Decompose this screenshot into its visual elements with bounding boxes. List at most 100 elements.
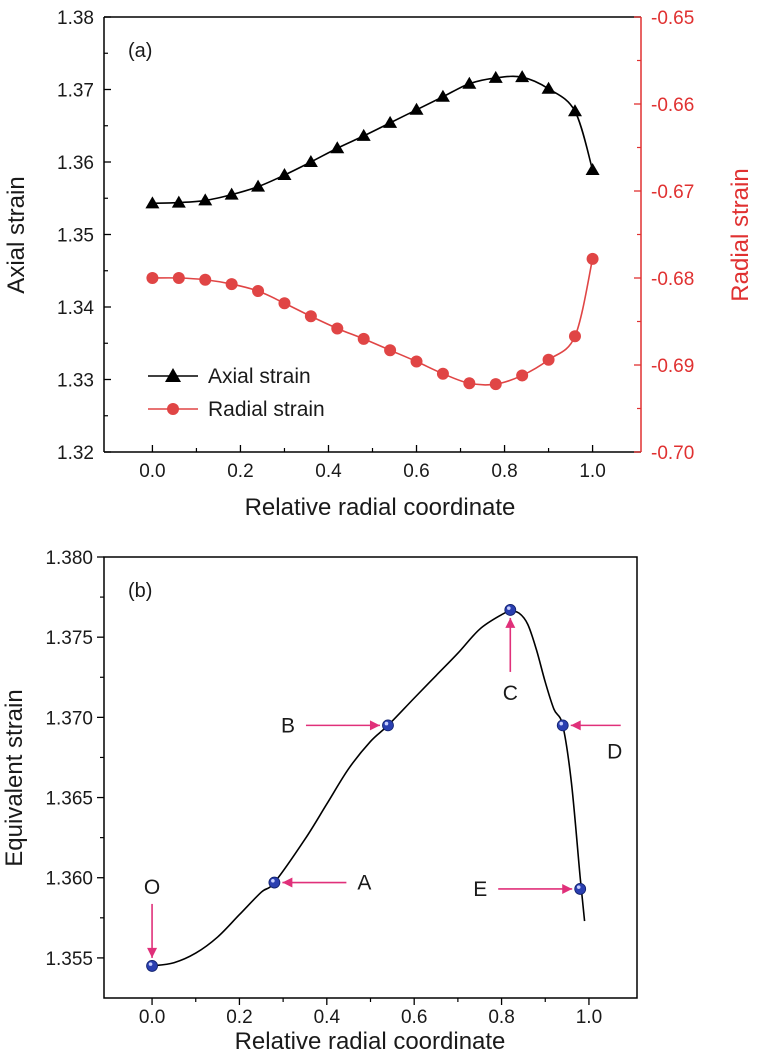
y-tick-label-a: 1.37 [57, 81, 94, 102]
y-tick-label-b: 1.375 [45, 628, 93, 649]
y-right-axis-title-a: Radial strain [727, 168, 754, 301]
series-line-axial-strain [152, 75, 594, 205]
data-point-axial-strain [515, 70, 530, 83]
annotation-label-o: O [144, 876, 160, 899]
y-tick-label-b: 1.370 [45, 708, 93, 729]
legend-label-radial: Radial strain [208, 398, 325, 421]
y-tick-label-b: 1.360 [45, 869, 93, 890]
x-tick-label-a: 0.0 [139, 461, 165, 482]
y-axis-title-a: Axial strain [3, 176, 30, 293]
y-tick-label-b: 1.355 [45, 949, 93, 970]
annotation-arrow-head [505, 617, 516, 628]
panel-label-b: (b) [128, 580, 152, 602]
annotation-point-c [504, 604, 517, 616]
annotation-point-d [556, 719, 569, 732]
data-point-radial-strain [278, 297, 291, 310]
annotation-label-d: D [607, 740, 622, 763]
data-point-radial-strain [146, 272, 159, 284]
annotations-b: O A B C D E [144, 604, 622, 972]
annotation-arrow-head [570, 720, 581, 731]
annotation-label-e: E [473, 878, 487, 901]
y-axis-title-b: Equivalent strain [1, 689, 28, 866]
data-point-radial-strain [199, 273, 212, 286]
x-tick-label-b: 0.2 [226, 1007, 252, 1028]
legend-marker-axial [165, 368, 181, 382]
data-point-radial-strain [489, 378, 502, 391]
data-point-axial-strain [303, 155, 318, 167]
data-point-radial-strain [586, 252, 599, 265]
x-tick-label-b: 0.4 [314, 1007, 341, 1028]
y-tick-label-a: 1.33 [57, 371, 94, 392]
y-tick-label-a: 1.35 [57, 226, 94, 247]
panel-a: 0.0 0.2 0.4 0.6 0.8 1.0 1.32 1.33 1.34 1.35 1.36 1.… [3, 8, 754, 521]
data-point-radial-strain [172, 272, 185, 284]
y-right-tick-label-a: -0.65 [651, 8, 694, 29]
panel-label-a: (a) [128, 40, 152, 62]
annotation-arrow-head [282, 877, 293, 888]
data-point-axial-strain [251, 179, 266, 192]
panel-b: 0.0 0.2 0.4 0.6 0.8 1.0 1.355 1.360 1.365 1.370 1.… [1, 548, 638, 1055]
annotation-arrow-head [147, 947, 158, 958]
y-right-tick-label-a: -0.69 [651, 356, 694, 377]
data-point-axial-strain [541, 81, 556, 94]
y-tick-label-b: 1.380 [45, 548, 93, 569]
data-point-axial-strain [224, 187, 239, 200]
data-point-radial-strain [516, 369, 529, 382]
data-point-radial-strain [410, 355, 423, 368]
x-tick-label-b: 0.0 [139, 1007, 165, 1028]
ticks-b: 0.0 0.2 0.4 0.6 0.8 1.0 1.355 1.360 1.365 1.370 1.… [45, 548, 602, 1028]
annotation-label-b: B [281, 714, 295, 737]
data-point-radial-strain [542, 353, 555, 366]
series-line-equivalent-strain [151, 610, 586, 967]
y-right-tick-label-a: -0.68 [651, 269, 694, 290]
data-point-radial-strain [304, 310, 317, 323]
annotation-arrow-head [369, 720, 380, 731]
y-tick-label-a: 1.34 [57, 298, 94, 319]
data-point-axial-strain [435, 89, 450, 102]
annotation-point-highlight [507, 606, 511, 610]
x-axis-title-b: Relative radial coordinate [235, 1028, 506, 1055]
y-right-tick-label-a: -0.67 [651, 182, 694, 203]
x-tick-label-b: 0.6 [401, 1007, 427, 1028]
annotation-point-highlight [271, 878, 275, 883]
data-point-axial-strain [277, 168, 292, 181]
series-b [151, 610, 586, 967]
plot-frame-b [103, 556, 638, 999]
data-point-axial-strain [585, 162, 600, 175]
annotation-arrow-head [562, 883, 573, 894]
data-point-axial-strain [145, 196, 160, 209]
annotation-point-highlight [148, 962, 153, 966]
y-tick-label-a: 1.32 [57, 443, 94, 464]
data-point-axial-strain [171, 195, 186, 208]
legend-label-axial: Axial strain [208, 365, 311, 388]
data-point-axial-strain [356, 128, 371, 141]
legend-a: Axial strain Radial strain [148, 365, 325, 421]
annotation-point-highlight [559, 721, 564, 726]
data-point-axial-strain [330, 141, 345, 154]
y-tick-label-a: 1.36 [57, 153, 94, 174]
data-point-axial-strain [488, 70, 503, 83]
data-point-radial-strain [436, 367, 449, 380]
annotation-label-a: A [357, 872, 371, 895]
data-point-radial-strain [384, 344, 397, 357]
ticks-a: 0.0 0.2 0.4 0.6 0.8 1.0 1.32 1.33 1.34 1.35 1.36 1.… [57, 8, 694, 482]
x-tick-label-a: 0.4 [315, 461, 342, 482]
data-point-radial-strain [357, 332, 370, 345]
y-right-tick-label-a: -0.70 [651, 443, 694, 464]
annotation-point-e [574, 883, 587, 895]
x-axis-title-a: Relative radial coordinate [245, 494, 516, 521]
data-point-radial-strain [568, 330, 581, 343]
annotation-point-highlight [576, 885, 581, 889]
x-tick-label-b: 0.8 [488, 1007, 514, 1028]
data-point-radial-strain [225, 278, 238, 291]
data-point-axial-strain [383, 115, 398, 128]
plot-border-b [103, 556, 638, 999]
annotation-point-b [382, 719, 394, 732]
annotation-point-highlight [384, 721, 389, 726]
annotation-point-a [268, 876, 281, 889]
data-point-radial-strain [463, 377, 476, 390]
plot-frame-a [103, 16, 642, 453]
y-right-tick-label-a: -0.66 [651, 95, 694, 116]
data-point-axial-strain [409, 102, 424, 115]
